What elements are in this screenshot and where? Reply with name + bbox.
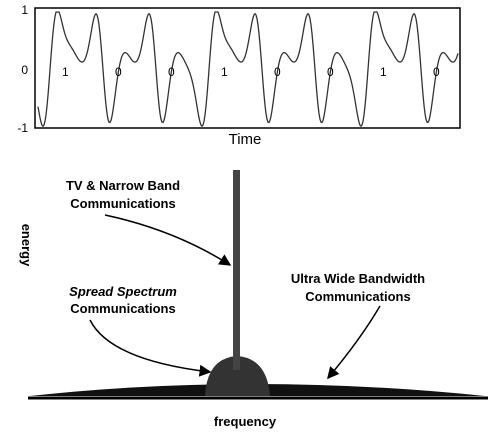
bit-label: 0 bbox=[433, 65, 440, 79]
bit-label: 1 bbox=[62, 65, 69, 79]
waveform bbox=[37, 11, 459, 128]
y-tick-label: -1 bbox=[17, 121, 28, 135]
label: Communications bbox=[305, 289, 410, 304]
bit-label: 1 bbox=[221, 65, 228, 79]
arrow bbox=[327, 305, 381, 380]
arrow bbox=[104, 214, 232, 266]
label: TV & Narrow Band bbox=[66, 178, 180, 193]
y-tick-label: 1 bbox=[21, 3, 28, 17]
bit-label: 1 bbox=[380, 65, 387, 79]
label: Communications bbox=[70, 196, 175, 211]
label: Ultra Wide Bandwidth bbox=[291, 271, 425, 286]
label: Spread Spectrum bbox=[69, 284, 177, 299]
arrow bbox=[89, 319, 212, 377]
bit-label: 0 bbox=[115, 65, 122, 79]
y-label: energy bbox=[19, 224, 34, 267]
x-label: Time bbox=[229, 131, 262, 148]
spread-spectrum-bump bbox=[205, 356, 270, 396]
label: Communications bbox=[70, 301, 175, 316]
narrow-band-spike bbox=[233, 170, 240, 370]
bit-label: 0 bbox=[168, 65, 175, 79]
plot-frame bbox=[34, 7, 461, 129]
y-tick-label: 0 bbox=[21, 63, 28, 77]
bit-label: 0 bbox=[274, 65, 281, 79]
x-label: frequency bbox=[214, 414, 277, 429]
bit-label: 0 bbox=[327, 65, 334, 79]
